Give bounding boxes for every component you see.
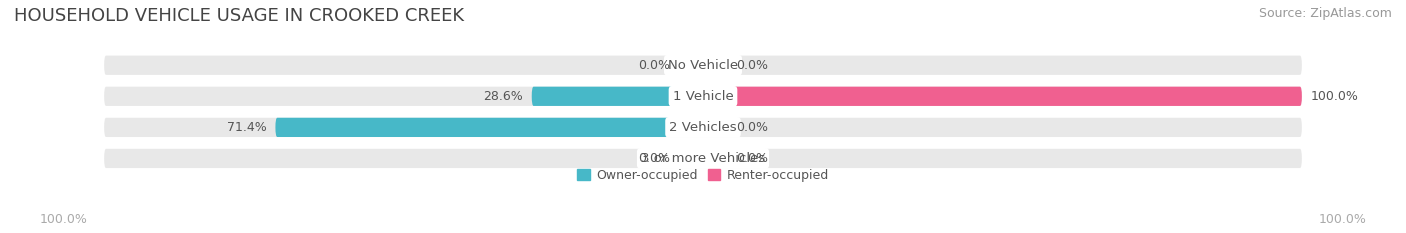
- Text: 0.0%: 0.0%: [638, 59, 671, 72]
- FancyBboxPatch shape: [276, 118, 703, 137]
- Text: No Vehicle: No Vehicle: [668, 59, 738, 72]
- Text: 2 Vehicles: 2 Vehicles: [669, 121, 737, 134]
- Text: HOUSEHOLD VEHICLE USAGE IN CROOKED CREEK: HOUSEHOLD VEHICLE USAGE IN CROOKED CREEK: [14, 7, 464, 25]
- Text: 28.6%: 28.6%: [484, 90, 523, 103]
- Text: 3 or more Vehicles: 3 or more Vehicles: [641, 152, 765, 165]
- Text: 100.0%: 100.0%: [1319, 213, 1367, 226]
- FancyBboxPatch shape: [679, 56, 703, 75]
- Text: 0.0%: 0.0%: [735, 121, 768, 134]
- Text: 1 Vehicle: 1 Vehicle: [672, 90, 734, 103]
- FancyBboxPatch shape: [679, 149, 703, 168]
- FancyBboxPatch shape: [104, 56, 1302, 75]
- FancyBboxPatch shape: [703, 56, 727, 75]
- FancyBboxPatch shape: [531, 87, 703, 106]
- Text: 0.0%: 0.0%: [638, 152, 671, 165]
- Legend: Owner-occupied, Renter-occupied: Owner-occupied, Renter-occupied: [572, 164, 834, 187]
- Text: Source: ZipAtlas.com: Source: ZipAtlas.com: [1258, 7, 1392, 20]
- FancyBboxPatch shape: [104, 87, 1302, 106]
- Text: 0.0%: 0.0%: [735, 152, 768, 165]
- FancyBboxPatch shape: [703, 118, 727, 137]
- Text: 71.4%: 71.4%: [226, 121, 267, 134]
- FancyBboxPatch shape: [703, 87, 1302, 106]
- FancyBboxPatch shape: [104, 118, 1302, 137]
- Text: 100.0%: 100.0%: [39, 213, 87, 226]
- Text: 100.0%: 100.0%: [1310, 90, 1358, 103]
- Text: 0.0%: 0.0%: [735, 59, 768, 72]
- FancyBboxPatch shape: [104, 149, 1302, 168]
- FancyBboxPatch shape: [703, 149, 727, 168]
